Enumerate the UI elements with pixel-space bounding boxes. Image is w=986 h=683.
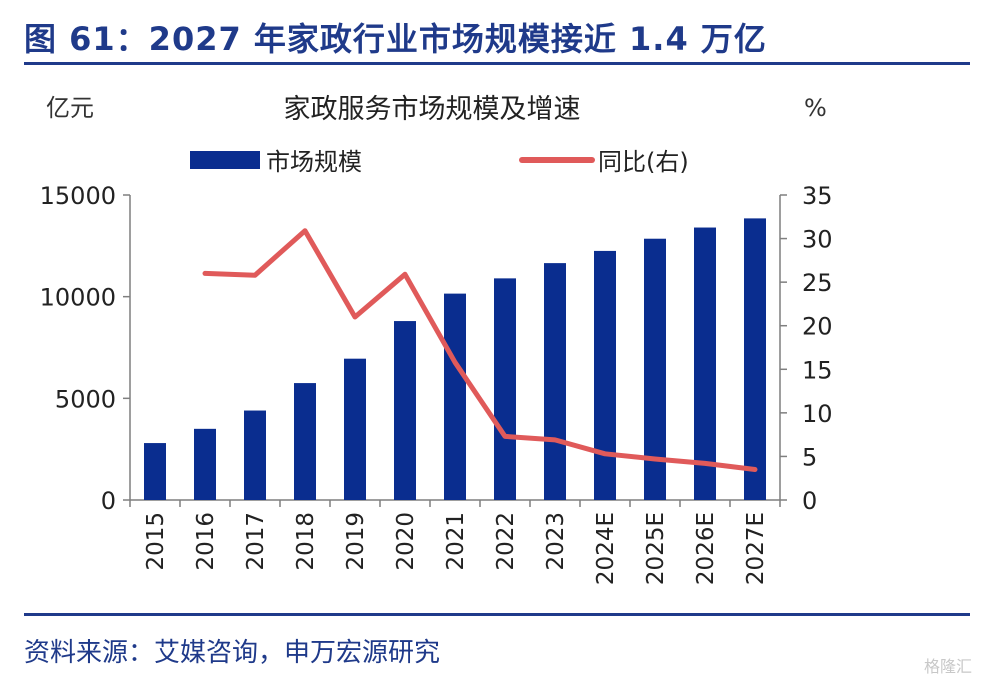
legend-label-line: 同比(右) [598,148,689,176]
x-tick-label: 2024E [593,512,619,585]
line-series [202,228,758,472]
x-tick-label: 2025E [643,512,669,585]
x-tick-label: 2020 [393,512,419,571]
y-left-tick-label: 15000 [40,182,116,210]
x-tick-label: 2023 [543,512,569,571]
y-left-tick-label: 5000 [55,385,116,413]
bar-2023 [544,263,566,500]
bar-2015 [144,443,166,500]
y-right-tick-label: 15 [802,356,833,384]
y-left-tick-label: 10000 [40,284,116,312]
axes: 0 5000 10000 15000 0 5 10 15 20 25 30 35 2015 2016 201… [40,182,833,585]
legend-swatch-bar [190,151,260,169]
y-left-tick-label: 0 [101,487,116,515]
x-tick-label: 2017 [243,512,269,571]
bar-2024E [594,250,616,500]
y-right-tick-label: 20 [802,313,833,341]
source-note: 资料来源：艾媒咨询，申万宏源研究 [24,638,441,668]
legend-label-bar: 市场规模 [266,148,362,176]
x-tick-label: 2021 [443,512,469,571]
x-tick-label: 2026E [693,512,719,585]
x-tick-label: 2016 [193,512,219,571]
chart-title: 家政服务市场规模及增速 [284,94,581,125]
y-right-tick-label: 5 [802,443,817,471]
bar-2019 [344,358,366,500]
bar-2025E [644,238,666,500]
source-rule [24,613,970,616]
y-right-unit: % [804,94,827,122]
x-tick-label: 2022 [493,512,519,571]
chart: 家政服务市场规模及增速 亿元 % 市场规模 同比(右) 0 5000 10000 15… [40,94,833,585]
title-rule [24,62,970,65]
y-right-tick-label: 10 [802,400,833,428]
bar-2026E [694,227,716,501]
x-tick-label: 2019 [343,512,369,571]
figure-title: 图 61：2027 年家政行业市场规模接近 1.4 万亿 [24,20,767,58]
y-left-unit: 亿元 [46,94,94,122]
bar-2016 [194,428,216,500]
bar-2018 [294,383,316,500]
y-right-tick-label: 30 [802,226,833,254]
x-tick-label: 2027E [743,512,769,585]
y-right-tick-label: 35 [802,182,833,210]
bar-2017 [244,410,266,500]
bar-2027E [744,218,766,500]
x-tick-label: 2018 [293,512,319,571]
legend: 市场规模 同比(右) [190,148,689,176]
growth-line [202,228,758,472]
watermark: 格隆汇 [923,657,972,676]
bar-2022 [494,278,516,500]
bar-2021 [444,293,466,500]
y-right-tick-label: 0 [802,487,817,515]
x-tick-label: 2015 [143,512,169,571]
y-right-tick-label: 25 [802,269,833,297]
bar-2020 [394,321,416,500]
